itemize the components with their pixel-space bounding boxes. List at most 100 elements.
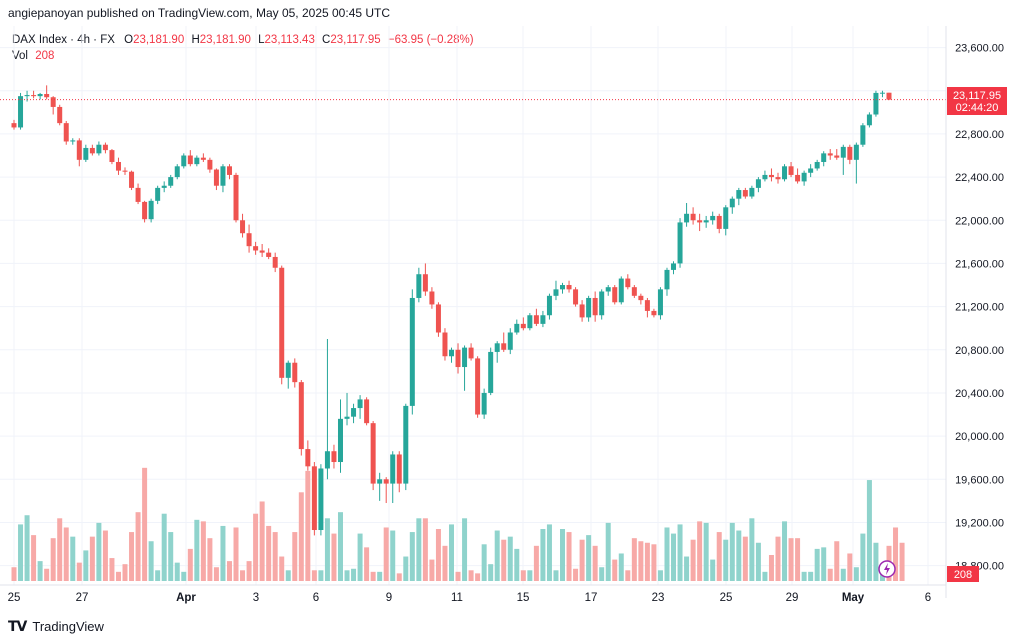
price-tag-countdown: 02:44:20: [956, 102, 999, 114]
volume-label[interactable]: Vol: [12, 50, 28, 62]
volume-bar: [664, 527, 670, 581]
candle-body: [18, 96, 24, 128]
time-tick-label: 25: [8, 592, 21, 604]
candlestick-chart[interactable]: 23,600.0023,200.0022,800.0022,400.0022,0…: [0, 26, 1024, 612]
price-tick-label: 21,600.00: [955, 258, 1004, 270]
volume-bar: [337, 512, 343, 581]
candle-body: [768, 174, 774, 178]
volume-bar: [514, 548, 520, 581]
candle-body: [37, 93, 43, 97]
volume-bar: [847, 553, 853, 581]
time-tick-label: 6: [313, 592, 319, 604]
candle-body: [775, 177, 781, 180]
price-tick-label: 19,600.00: [955, 474, 1004, 486]
candle-body: [442, 332, 448, 357]
candle-body: [671, 263, 677, 270]
volume-bar: [200, 521, 206, 581]
volume-bar: [677, 524, 683, 581]
volume-tag-bg: [947, 566, 979, 582]
symbol-label[interactable]: DAX Index · 4h · FX: [12, 34, 115, 46]
time-tick-label: 9: [386, 592, 392, 604]
volume-bar: [540, 529, 546, 581]
volume-bar: [377, 571, 383, 581]
volume-bar: [599, 567, 605, 581]
time-tick-label: 29: [786, 592, 799, 604]
candle-body: [142, 201, 148, 220]
candle-body: [24, 95, 30, 97]
chart-area[interactable]: 23,600.0023,200.0022,800.0022,400.0022,0…: [0, 26, 1024, 612]
volume-bar: [266, 525, 272, 581]
volume-bar: [814, 548, 820, 581]
candle-body: [311, 466, 317, 531]
volume-bar: [174, 562, 180, 581]
volume-bar: [821, 547, 827, 581]
candle-body: [827, 153, 833, 156]
time-tick-label: 11: [451, 592, 463, 604]
candle-body: [11, 123, 17, 128]
price-tag-value: 23,117.95: [953, 90, 1001, 102]
tradingview-logo-icon[interactable]: 𝗧𝗩: [8, 618, 27, 634]
candle-body: [272, 256, 278, 268]
volume-bar: [240, 570, 246, 581]
time-tick-label: 15: [517, 592, 530, 604]
candle-body: [351, 408, 357, 417]
candle-body: [553, 289, 559, 296]
candle-body: [155, 187, 161, 201]
volume-bar: [135, 512, 141, 581]
price-tick-label: 21,200.00: [955, 302, 1004, 314]
volume-bar: [788, 538, 794, 581]
candle-body: [89, 147, 95, 154]
volume-bar: [187, 548, 193, 581]
candle-body: [723, 207, 729, 229]
candle-body: [233, 174, 239, 221]
footer-brand[interactable]: TradingView: [32, 619, 104, 634]
price-tick-label: 22,000.00: [955, 215, 1004, 227]
candle-body: [788, 166, 794, 175]
volume-bar: [553, 570, 559, 581]
candle-body: [194, 157, 200, 165]
volume-bar: [213, 567, 219, 581]
candle-body: [396, 454, 402, 484]
low-value: 23,113.43: [264, 34, 315, 46]
candle-body: [866, 114, 872, 126]
volume-bar: [142, 467, 148, 581]
volume-bar: [364, 547, 370, 581]
candle-body: [599, 291, 605, 316]
volume-bar: [468, 570, 474, 581]
volume-bar: [344, 570, 350, 581]
candle-body: [364, 399, 370, 424]
candle-body: [63, 123, 69, 142]
volume-bar: [736, 530, 742, 581]
time-axis[interactable]: 25 27 Apr 3 6 9 11 15 17 23 25 29 May 6: [8, 592, 932, 604]
volume-bar: [11, 567, 17, 581]
price-tick-label: 20,000.00: [955, 431, 1004, 443]
volume-bar: [253, 513, 259, 581]
change-value: −63.95 (−0.28%): [387, 34, 474, 46]
candle-body: [383, 479, 389, 484]
publisher-caption: angiepanoyan published on TradingView.co…: [8, 6, 391, 20]
volume-bar: [76, 562, 82, 581]
candle-body: [220, 166, 226, 186]
volume-bar: [57, 518, 63, 581]
volume-bar: [520, 570, 526, 581]
candle-body: [677, 222, 683, 264]
volume-bar: [507, 536, 513, 581]
volume-bar: [122, 564, 128, 581]
candle-body: [115, 161, 121, 171]
volume-bar: [109, 558, 115, 581]
candle-body: [560, 285, 566, 290]
volume-bar: [703, 522, 709, 581]
volume-bar: [207, 538, 213, 581]
volume-tag: 208: [947, 566, 979, 582]
price-axis[interactable]: 23,600.0023,200.0022,800.0022,400.0022,0…: [955, 43, 1004, 573]
volume-bar: [899, 542, 905, 581]
candle-body: [181, 155, 187, 167]
lightning-icon[interactable]: [878, 560, 896, 578]
candle-body: [422, 274, 428, 292]
volume-bar: [351, 568, 357, 581]
candle-body: [873, 92, 879, 115]
candle-body: [246, 233, 252, 247]
candle-body: [592, 297, 598, 316]
candle-body: [449, 349, 454, 357]
candle-body: [409, 297, 415, 406]
